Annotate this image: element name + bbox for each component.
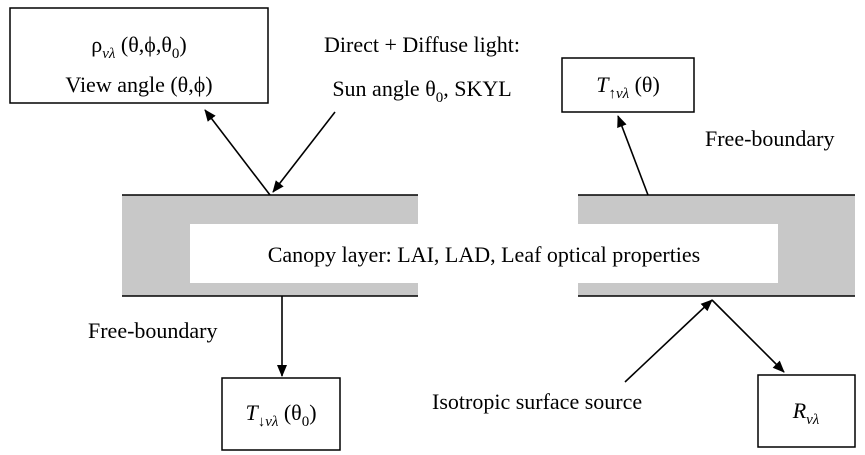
- text-run: ρ: [91, 32, 102, 57]
- subscript: ↑vλ: [608, 86, 629, 102]
- box: [757, 374, 856, 448]
- text-run: (θ: [278, 400, 301, 425]
- text-run: View angle (θ,ϕ): [65, 72, 212, 97]
- arrow: [711, 299, 785, 373]
- text-run: ): [179, 32, 186, 57]
- canopy-label-bg: [190, 224, 778, 283]
- box-label: T↑vλ (θ): [596, 72, 660, 102]
- label: Free-boundary: [88, 318, 218, 343]
- text-run: , SKYL: [443, 76, 511, 101]
- label: Sun angle θ0, SKYL: [332, 76, 511, 106]
- arrow: [204, 109, 271, 196]
- text-run: Free-boundary: [705, 126, 835, 151]
- box-label: T↓vλ (θ0): [245, 400, 316, 430]
- subscript: 0: [436, 90, 444, 106]
- box: [561, 57, 695, 113]
- text-run: ): [309, 400, 316, 425]
- subscript: vλ: [806, 412, 820, 428]
- arrow: [272, 111, 336, 193]
- text-run: R: [792, 398, 807, 423]
- label: Isotropic surface source: [432, 389, 642, 414]
- subscript: vλ: [102, 46, 116, 62]
- text-run: (θ,ϕ,θ: [115, 32, 171, 57]
- subscript: 0: [172, 46, 180, 62]
- subscript: ↓vλ: [258, 414, 279, 430]
- text-run: Isotropic surface source: [432, 389, 642, 414]
- text-run: Direct + Diffuse light:: [324, 32, 520, 57]
- text-run: T: [245, 400, 259, 425]
- label: Free-boundary: [705, 126, 835, 151]
- canopy-label: Canopy layer: LAI, LAD, Leaf optical pro…: [268, 242, 701, 267]
- label: Direct + Diffuse light:: [324, 32, 520, 57]
- box-label: ρvλ (θ,ϕ,θ0): [91, 32, 186, 62]
- text-run: Free-boundary: [88, 318, 218, 343]
- text-run: (θ): [629, 72, 660, 97]
- subscript: 0: [302, 414, 310, 430]
- box-label: Rvλ: [792, 398, 820, 428]
- box: [221, 377, 341, 451]
- text-run: Sun angle θ: [332, 76, 435, 101]
- arrow: [624, 299, 713, 383]
- box-label: View angle (θ,ϕ): [65, 72, 212, 97]
- arrow: [617, 115, 649, 196]
- text-run: T: [596, 72, 610, 97]
- text-run: Canopy layer: LAI, LAD, Leaf optical pro…: [268, 242, 701, 267]
- box: [9, 7, 269, 104]
